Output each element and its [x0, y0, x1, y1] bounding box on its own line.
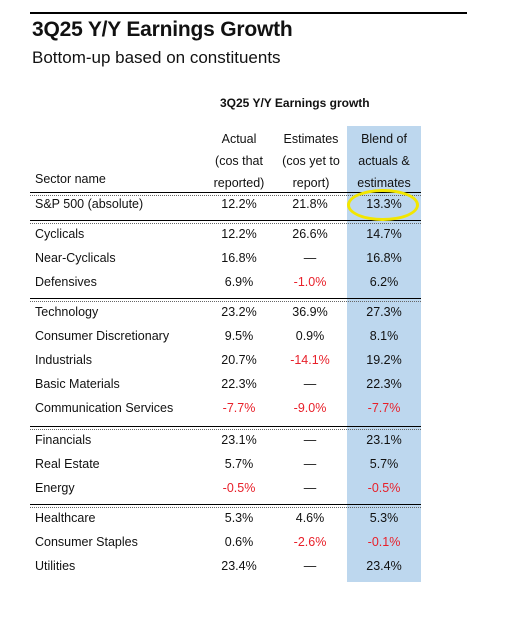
sector-name: Financials — [35, 433, 92, 447]
sector-name: Consumer Discretionary — [35, 329, 170, 343]
blend-value: 19.2% — [366, 353, 402, 367]
sector-name: Healthcare — [35, 511, 96, 525]
table-row: Utilities 23.4% — 23.4% — [0, 555, 517, 579]
sp500-blend-highlight-ring — [347, 189, 419, 221]
blend-value: -0.5% — [367, 481, 401, 495]
estimates-value: — — [303, 481, 317, 495]
blend-value: 16.8% — [366, 251, 402, 265]
estimates-value: — — [303, 251, 317, 265]
estimates-column-header: Estimates (cos yet to report) — [282, 132, 340, 190]
blend-value: 14.7% — [366, 227, 402, 241]
sector-name: Cyclicals — [35, 227, 85, 241]
group-separator — [30, 220, 421, 224]
estimates-value: 21.8% — [292, 197, 328, 211]
sector-name: Communication Services — [35, 401, 174, 415]
estimates-value: — — [303, 433, 317, 447]
estimates-value: -14.1% — [290, 353, 330, 367]
blend-value: 5.3% — [369, 511, 399, 525]
sector-name: Technology — [35, 305, 99, 319]
actual-value: 23.1% — [221, 433, 257, 447]
blend-column-header: Blend of actuals & estimates — [357, 132, 411, 190]
actual-value: 23.4% — [221, 559, 257, 573]
table-row: Technology 23.2% 36.9% 27.3% — [0, 301, 517, 325]
sector-name: Utilities — [35, 559, 76, 573]
actual-value: 12.2% — [221, 227, 257, 241]
sector-name: Industrials — [35, 353, 92, 367]
table-row: Cyclicals 12.2% 26.6% 14.7% — [0, 223, 517, 247]
group-separator — [30, 426, 421, 430]
table-row: S&P 500 (absolute) 12.2% 21.8% 13.3% — [0, 193, 517, 217]
actual-column-header: Actual (cos that reported) — [213, 132, 265, 190]
actual-value: 23.2% — [221, 305, 257, 319]
actual-value: 12.2% — [221, 197, 257, 211]
sector-name: Defensives — [35, 275, 97, 289]
blend-value: 5.7% — [369, 457, 399, 471]
estimates-value: — — [303, 377, 317, 391]
actual-value: 22.3% — [221, 377, 257, 391]
actual-value: -7.7% — [222, 401, 256, 415]
actual-value: 6.9% — [224, 275, 254, 289]
estimates-value: 4.6% — [295, 511, 325, 525]
estimates-value: — — [303, 457, 317, 471]
actual-value: 9.5% — [224, 329, 254, 343]
estimates-value: — — [303, 559, 317, 573]
table-row: Industrials 20.7% -14.1% 19.2% — [0, 349, 517, 373]
estimates-value: 0.9% — [295, 329, 325, 343]
header-separator — [30, 192, 421, 196]
estimates-value: 36.9% — [292, 305, 328, 319]
sector-name: S&P 500 (absolute) — [35, 197, 144, 211]
sector-name: Near-Cyclicals — [35, 251, 116, 265]
sector-name: Basic Materials — [35, 377, 120, 391]
blend-value: 6.2% — [369, 275, 399, 289]
estimates-value: -2.6% — [293, 535, 327, 549]
top-rule — [30, 12, 467, 14]
group-separator — [30, 298, 421, 302]
actual-value: 5.7% — [224, 457, 254, 471]
blend-value: 23.1% — [366, 433, 402, 447]
estimates-value: 26.6% — [292, 227, 328, 241]
blend-value: -0.1% — [367, 535, 401, 549]
blend-value: 8.1% — [369, 329, 399, 343]
page-title: 3Q25 Y/Y Earnings Growth — [32, 18, 293, 41]
blend-value: 23.4% — [366, 559, 402, 573]
estimates-value: -1.0% — [293, 275, 327, 289]
sector-name: Consumer Staples — [35, 535, 138, 549]
sector-name: Real Estate — [35, 457, 100, 471]
table-row: Communication Services -7.7% -9.0% -7.7% — [0, 397, 517, 421]
table-row: Consumer Staples 0.6% -2.6% -0.1% — [0, 531, 517, 555]
table-header: 3Q25 Y/Y Earnings growth — [220, 96, 370, 110]
sector-name: Energy — [35, 481, 75, 495]
group-separator — [30, 504, 421, 508]
blend-value: 22.3% — [366, 377, 402, 391]
table-row: Consumer Discretionary 9.5% 0.9% 8.1% — [0, 325, 517, 349]
table-row: Near-Cyclicals 16.8% — 16.8% — [0, 247, 517, 271]
table-row: Energy -0.5% — -0.5% — [0, 477, 517, 501]
table-row: Basic Materials 22.3% — 22.3% — [0, 373, 517, 397]
table-row: Real Estate 5.7% — 5.7% — [0, 453, 517, 477]
blend-value: -7.7% — [367, 401, 401, 415]
estimates-value: -9.0% — [293, 401, 327, 415]
actual-value: 20.7% — [221, 353, 257, 367]
table-row: Defensives 6.9% -1.0% 6.2% — [0, 271, 517, 295]
actual-value: -0.5% — [222, 481, 256, 495]
table-row: Financials 23.1% — 23.1% — [0, 429, 517, 453]
page-subtitle: Bottom-up based on constituents — [32, 48, 281, 67]
actual-value: 0.6% — [224, 535, 254, 549]
table-row: Healthcare 5.3% 4.6% 5.3% — [0, 507, 517, 531]
actual-value: 16.8% — [221, 251, 257, 265]
actual-value: 5.3% — [224, 511, 254, 525]
blend-value: 27.3% — [366, 305, 402, 319]
sector-column-header: Sector name — [35, 172, 106, 186]
